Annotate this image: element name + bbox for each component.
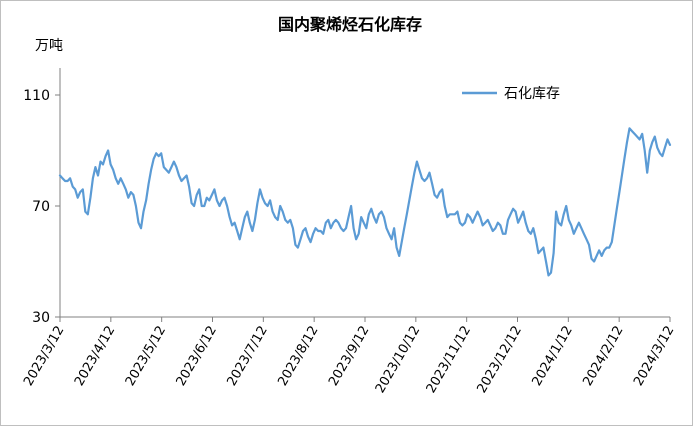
- x-tick-label: 2024/2/12: [580, 324, 626, 389]
- x-tick-label: 2023/5/12: [123, 324, 169, 389]
- x-tick-label: 2023/6/12: [174, 324, 220, 389]
- x-tick-label: 2023/3/12: [21, 324, 67, 389]
- x-tick-label: 2023/10/12: [373, 324, 423, 396]
- y-ticks: 30 70 110: [23, 88, 60, 326]
- legend-label: 石化库存: [504, 86, 560, 102]
- x-tick-label: 2023/4/12: [72, 324, 118, 389]
- x-ticks: 2023/3/12 2023/4/12 2023/5/12 2023/6/12 2023…: [21, 317, 677, 396]
- chart-title: 国内聚烯烃石化库存: [278, 15, 422, 34]
- x-tick-label: 2023/7/12: [224, 324, 270, 389]
- x-tick-label: 2024/1/12: [529, 324, 575, 389]
- y-tick-label: 70: [32, 199, 50, 215]
- x-tick-label: 2023/11/12: [424, 323, 474, 395]
- y-axis-unit: 万吨: [35, 38, 63, 54]
- y-tick-label: 110: [23, 88, 50, 104]
- x-tick-label: 2024/3/12: [631, 324, 677, 389]
- x-tick-label: 2023/9/12: [326, 324, 372, 389]
- x-tick-label: 2023/12/12: [475, 324, 525, 396]
- y-tick-label: 30: [32, 310, 50, 326]
- x-tick-label: 2023/8/12: [275, 324, 321, 389]
- axes: [59, 68, 670, 318]
- legend: 石化库存: [462, 86, 560, 102]
- series-line-petrochemical-inventory: [58, 127, 672, 277]
